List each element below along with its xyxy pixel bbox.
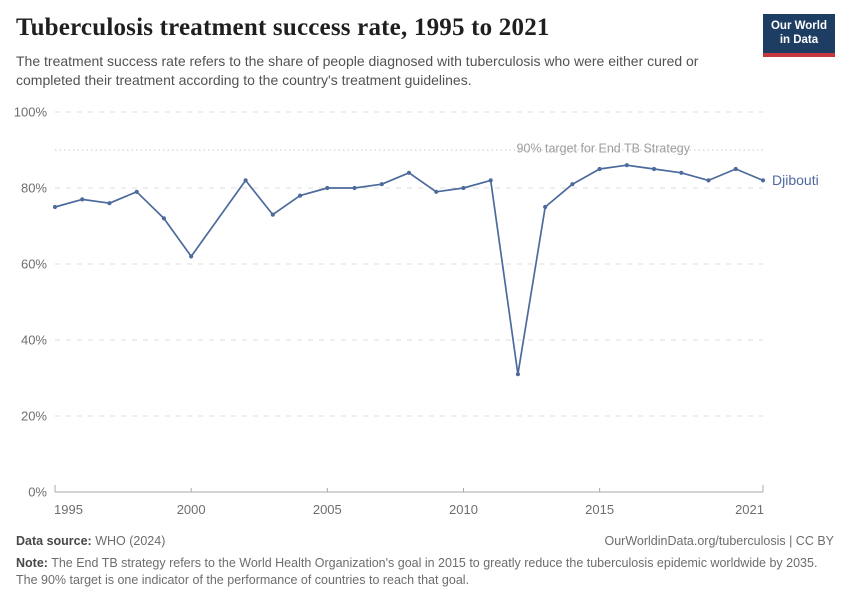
x-tick-label: 2000 bbox=[177, 502, 206, 517]
data-point[interactable] bbox=[379, 182, 384, 187]
data-point[interactable] bbox=[80, 197, 85, 202]
chart-title: Tuberculosis treatment success rate, 199… bbox=[16, 14, 550, 41]
data-point[interactable] bbox=[706, 178, 711, 183]
owid-logo-line2: in Data bbox=[779, 34, 819, 47]
data-point[interactable] bbox=[134, 189, 139, 194]
trend-line[interactable] bbox=[54, 164, 764, 376]
entity-label[interactable]: Djibouti bbox=[772, 172, 819, 188]
data-point[interactable] bbox=[488, 178, 493, 183]
data-point[interactable] bbox=[352, 185, 357, 191]
data-point[interactable] bbox=[107, 201, 112, 206]
y-tick-label: 20% bbox=[21, 409, 47, 424]
data-point[interactable] bbox=[597, 166, 602, 172]
data-point[interactable] bbox=[243, 178, 248, 183]
data-point[interactable] bbox=[461, 185, 466, 191]
data-source-value: WHO (2024) bbox=[95, 534, 166, 548]
data-point[interactable] bbox=[570, 182, 575, 187]
x-tick-label: 2015 bbox=[585, 502, 614, 517]
data-point[interactable] bbox=[624, 163, 629, 168]
data-point[interactable] bbox=[760, 178, 766, 183]
chart-subtitle: The treatment success rate refers to the… bbox=[16, 53, 699, 88]
data-point[interactable] bbox=[679, 170, 684, 175]
data-source-label: Data source: bbox=[16, 534, 92, 548]
owid-logo-line1: Our World bbox=[770, 20, 827, 32]
chart-note: Note: The End TB strategy refers to the … bbox=[16, 555, 830, 590]
y-tick-label: 0% bbox=[28, 485, 47, 500]
data-point[interactable] bbox=[325, 185, 330, 191]
target-line-label: 90% target for End TB Strategy bbox=[517, 142, 691, 156]
y-tick-label: 80% bbox=[21, 181, 47, 196]
note-text: The End TB strategy refers to the World … bbox=[16, 556, 818, 588]
data-point[interactable] bbox=[161, 216, 167, 221]
chart-header: Tuberculosis treatment success rate, 199… bbox=[16, 13, 834, 90]
data-point[interactable] bbox=[651, 166, 657, 172]
data-point[interactable] bbox=[189, 254, 194, 259]
data-point[interactable] bbox=[515, 372, 521, 377]
owid-logo[interactable]: Our World in Data bbox=[762, 14, 835, 57]
x-tick-label: 1995 bbox=[54, 502, 83, 517]
data-source: Data source: WHO (2024) bbox=[16, 534, 165, 548]
note-label: Note: bbox=[16, 556, 48, 570]
y-tick-label: 100% bbox=[14, 105, 48, 120]
x-tick-label: 2021 bbox=[735, 502, 764, 517]
x-tick-label: 2010 bbox=[449, 502, 478, 517]
data-point[interactable] bbox=[543, 204, 548, 210]
owid-citation-link[interactable]: OurWorldinData.org/tuberculosis | CC BY bbox=[604, 534, 835, 548]
data-point[interactable] bbox=[733, 166, 738, 172]
data-point[interactable] bbox=[434, 189, 439, 194]
data-point[interactable] bbox=[52, 204, 58, 210]
data-point[interactable] bbox=[406, 170, 412, 175]
data-point[interactable] bbox=[297, 193, 303, 198]
data-point[interactable] bbox=[270, 212, 275, 217]
y-tick-label: 40% bbox=[21, 333, 47, 348]
x-tick-label: 2005 bbox=[313, 502, 342, 517]
y-tick-label: 60% bbox=[21, 257, 47, 272]
chart-footer: Data source: WHO (2024) OurWorldinData.o… bbox=[16, 534, 834, 590]
